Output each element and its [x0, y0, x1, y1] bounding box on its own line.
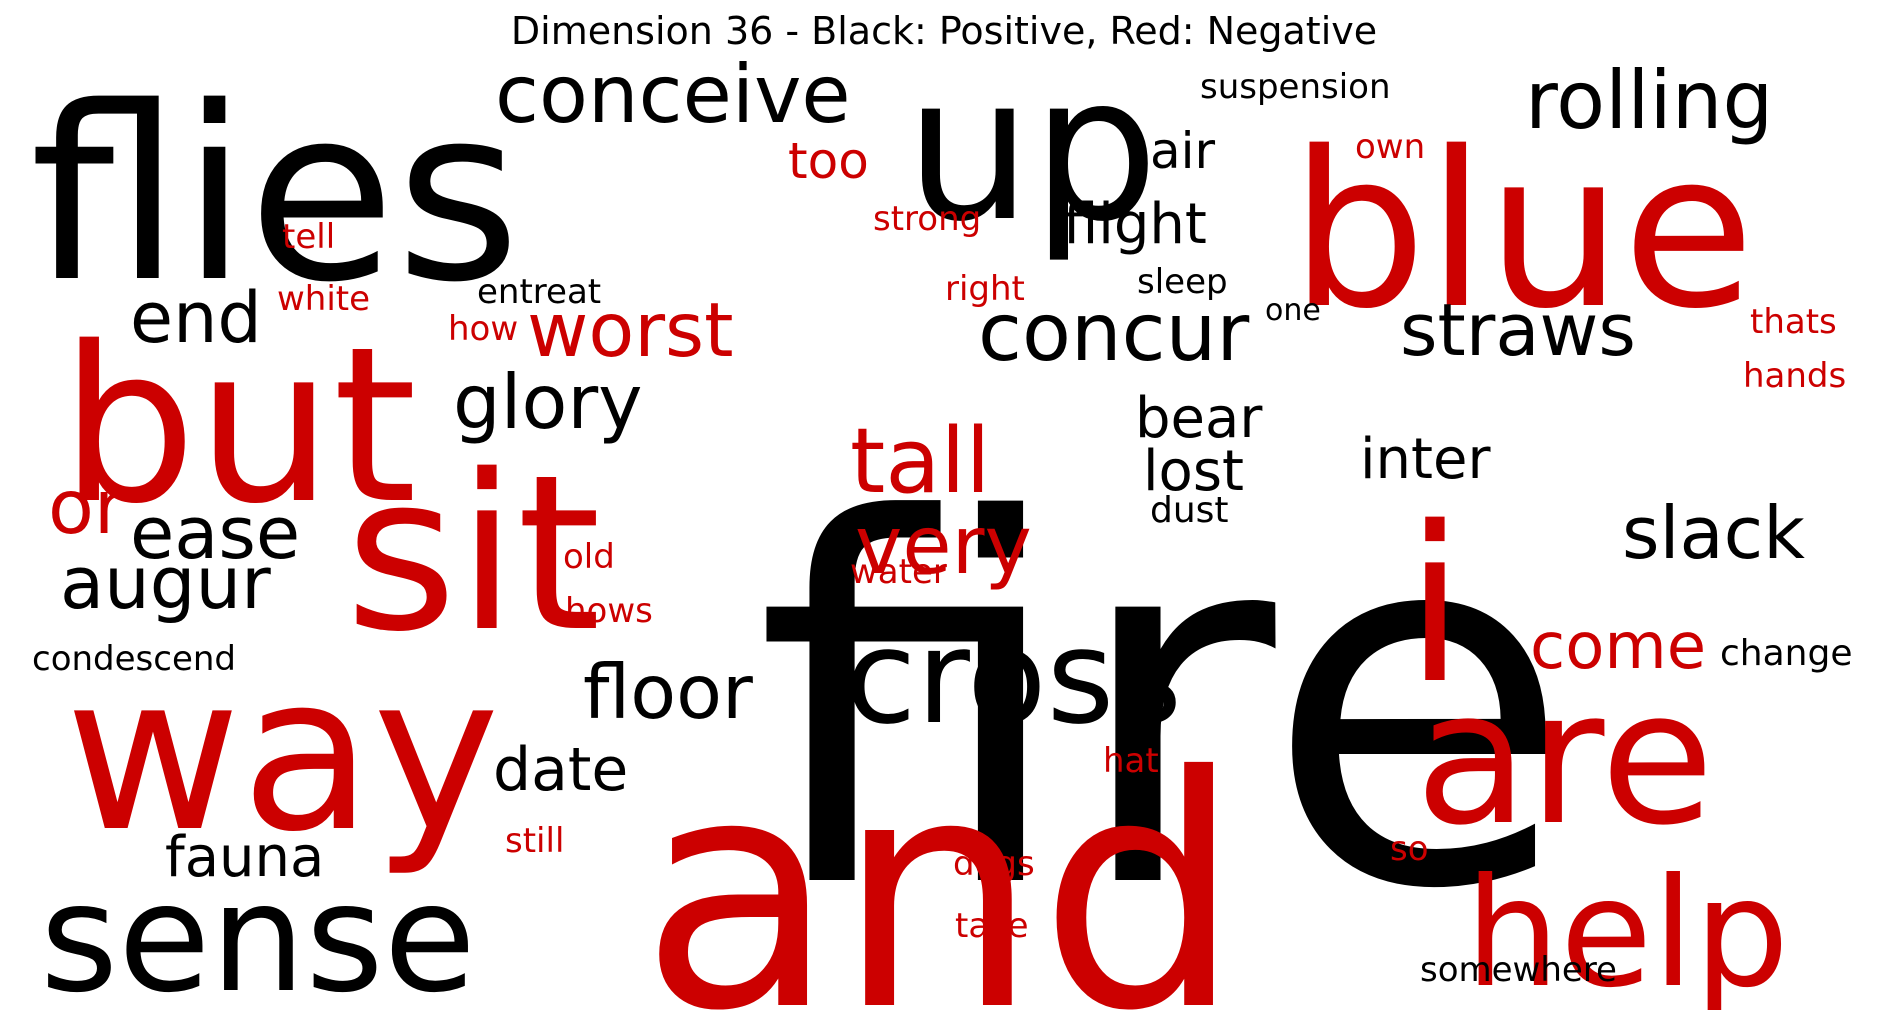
word-i: i: [1405, 480, 1465, 731]
word-hat: hat: [1103, 741, 1159, 781]
word-lost: lost: [1143, 439, 1244, 504]
word-one: one: [1265, 293, 1321, 328]
word-very: very: [855, 499, 1032, 592]
word-flight: flight: [1063, 192, 1207, 257]
word-suspension: suspension: [1200, 67, 1391, 107]
word-rolling: rolling: [1525, 54, 1773, 147]
word-or: or: [48, 463, 125, 551]
word-condescend: condescend: [32, 639, 236, 679]
word-hands: hands: [1743, 356, 1846, 396]
word-but: but: [60, 300, 417, 551]
word-sit: sit: [345, 428, 601, 679]
word-come: come: [1530, 610, 1706, 684]
word-thats: thats: [1750, 302, 1837, 342]
word-ease: ease: [130, 491, 300, 575]
word-strong: strong: [873, 199, 981, 239]
word-and: and: [640, 709, 1242, 1010]
word-entreat: entreat: [477, 272, 601, 312]
word-augur: augur: [60, 541, 271, 625]
word-up: up: [905, 33, 1159, 266]
word-way: way: [65, 628, 500, 879]
word-glory: glory: [453, 358, 643, 446]
word-right: right: [945, 269, 1025, 309]
word-sleep: sleep: [1137, 262, 1228, 302]
word-inter: inter: [1360, 427, 1491, 492]
word-take: take: [955, 906, 1029, 946]
word-blue: blue: [1290, 105, 1755, 356]
word-are: are: [1415, 650, 1714, 866]
word-dust: dust: [1150, 490, 1229, 531]
chart-title: Dimension 36 - Black: Positive, Red: Neg…: [510, 9, 1378, 53]
word-still: still: [505, 821, 564, 861]
word-bear: bear: [1135, 386, 1263, 451]
word-end: end: [130, 277, 262, 359]
word-dogs: dogs: [953, 844, 1035, 884]
word-fauna: fauna: [165, 825, 324, 890]
word-slack: slack: [1622, 491, 1805, 575]
word-old: old: [563, 537, 615, 577]
word-too: too: [788, 132, 869, 190]
word-concur: concur: [978, 286, 1249, 379]
word-water: water: [850, 552, 947, 592]
word-conceive: conceive: [495, 48, 851, 141]
word-own: own: [1355, 127, 1425, 167]
word-tell: tell: [282, 217, 335, 257]
word-sense: sense: [40, 852, 476, 1010]
word-flies: flies: [30, 55, 521, 335]
word-tall: tall: [850, 409, 990, 514]
word-white: white: [277, 279, 370, 319]
word-change: change: [1720, 633, 1853, 674]
word-air: air: [1150, 122, 1216, 180]
word-hows: hows: [565, 591, 653, 631]
word-straws: straws: [1400, 288, 1636, 372]
word-how: how: [448, 309, 518, 349]
word-date: date: [493, 735, 628, 805]
word-help: help: [1465, 847, 1789, 1010]
word-so: so: [1390, 829, 1429, 869]
word-floor: floor: [583, 648, 753, 736]
word-somewhere: somewhere: [1420, 950, 1617, 990]
word-worst: worst: [527, 286, 734, 374]
word-fire: fire: [755, 416, 1572, 998]
word-cross: cross: [845, 601, 1182, 753]
